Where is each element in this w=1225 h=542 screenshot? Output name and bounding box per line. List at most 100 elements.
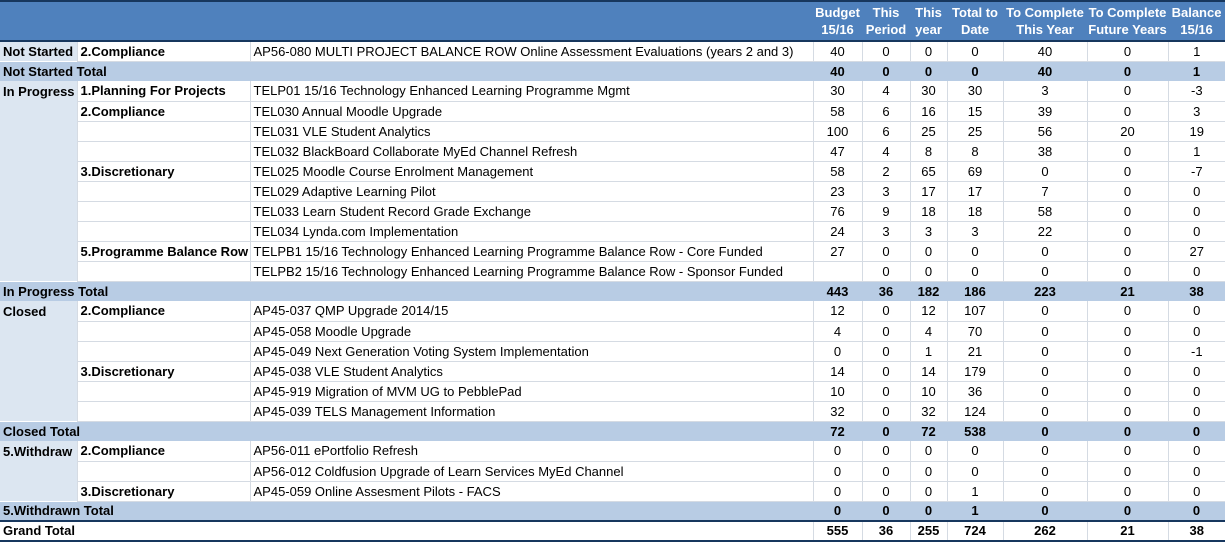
value-cell[interactable]: 1: [1168, 61, 1225, 81]
status-cell[interactable]: [0, 101, 78, 121]
category-cell[interactable]: [77, 321, 251, 342]
value-cell[interactable]: 32: [910, 401, 948, 422]
value-cell[interactable]: 0: [1168, 321, 1225, 342]
value-cell[interactable]: 36: [947, 381, 1004, 402]
value-cell[interactable]: 17: [947, 181, 1004, 202]
value-cell[interactable]: 0: [1168, 461, 1225, 482]
value-cell[interactable]: 40: [813, 61, 863, 81]
value-cell[interactable]: 0: [1003, 261, 1088, 282]
status-cell[interactable]: [0, 361, 78, 381]
col-header-budget-15-16[interactable]: Budget 15/16: [813, 0, 863, 42]
col-header-to-complete-future-years[interactable]: To Complete Future Years: [1087, 0, 1169, 42]
value-cell[interactable]: 0: [1087, 61, 1169, 81]
value-cell[interactable]: 0: [1087, 441, 1169, 462]
value-cell[interactable]: 0: [1003, 421, 1088, 441]
value-cell[interactable]: 0: [862, 261, 911, 282]
value-cell[interactable]: 0: [862, 381, 911, 402]
value-cell[interactable]: 65: [910, 161, 948, 182]
value-cell[interactable]: 0: [813, 501, 863, 521]
status-cell[interactable]: [0, 341, 78, 361]
value-cell[interactable]: 0: [947, 461, 1004, 482]
value-cell[interactable]: 186: [947, 281, 1004, 301]
value-cell[interactable]: 0: [1087, 301, 1169, 322]
value-cell[interactable]: 0: [1087, 201, 1169, 222]
value-cell[interactable]: 0: [1003, 461, 1088, 482]
value-cell[interactable]: 14: [813, 361, 863, 382]
status-cell[interactable]: [0, 161, 78, 181]
value-cell[interactable]: 9: [862, 201, 911, 222]
value-cell[interactable]: 0: [1168, 201, 1225, 222]
total-label[interactable]: Not Started Total: [0, 61, 814, 81]
value-cell[interactable]: 36: [862, 520, 911, 542]
value-cell[interactable]: 4: [910, 321, 948, 342]
value-cell[interactable]: 18: [910, 201, 948, 222]
value-cell[interactable]: 0: [947, 61, 1004, 81]
project-cell[interactable]: TELP01 15/16 Technology Enhanced Learnin…: [250, 81, 814, 102]
value-cell[interactable]: 555: [813, 520, 863, 542]
col-header-balance-15-16[interactable]: Balance 15/16: [1168, 0, 1225, 42]
value-cell[interactable]: 0: [1087, 381, 1169, 402]
category-cell[interactable]: 2.Compliance: [77, 301, 251, 322]
status-cell[interactable]: [0, 221, 78, 241]
col-header-this-year[interactable]: This year: [910, 0, 948, 42]
project-cell[interactable]: TEL025 Moodle Course Enrolment Managemen…: [250, 161, 814, 182]
value-cell[interactable]: 1: [947, 481, 1004, 502]
value-cell[interactable]: 0: [1003, 161, 1088, 182]
value-cell[interactable]: 47: [813, 141, 863, 162]
value-cell[interactable]: 3: [910, 221, 948, 242]
status-cell[interactable]: Not Started: [0, 41, 78, 61]
value-cell[interactable]: 0: [813, 481, 863, 502]
value-cell[interactable]: 0: [862, 321, 911, 342]
project-cell[interactable]: TEL032 BlackBoard Collaborate MyEd Chann…: [250, 141, 814, 162]
value-cell[interactable]: 0: [1003, 321, 1088, 342]
project-cell[interactable]: TEL033 Learn Student Record Grade Exchan…: [250, 201, 814, 222]
value-cell[interactable]: 3: [1003, 81, 1088, 102]
project-cell[interactable]: AP45-059 Online Assesment Pilots - FACS: [250, 481, 814, 502]
value-cell[interactable]: 0: [910, 261, 948, 282]
value-cell[interactable]: 30: [910, 81, 948, 102]
category-cell[interactable]: [77, 461, 251, 482]
category-cell[interactable]: 3.Discretionary: [77, 161, 251, 182]
value-cell[interactable]: 1: [1168, 141, 1225, 162]
value-cell[interactable]: 0: [1087, 41, 1169, 62]
value-cell[interactable]: 38: [1168, 281, 1225, 301]
col-header-this-period[interactable]: This Period: [862, 0, 911, 42]
value-cell[interactable]: 0: [910, 461, 948, 482]
value-cell[interactable]: 0: [947, 241, 1004, 262]
category-cell[interactable]: 3.Discretionary: [77, 361, 251, 382]
value-cell[interactable]: 0: [1087, 321, 1169, 342]
status-cell[interactable]: In Progress: [0, 81, 78, 101]
value-cell[interactable]: 0: [813, 341, 863, 362]
value-cell[interactable]: 58: [813, 101, 863, 122]
value-cell[interactable]: 12: [813, 301, 863, 322]
value-cell[interactable]: 0: [1087, 341, 1169, 362]
value-cell[interactable]: 69: [947, 161, 1004, 182]
value-cell[interactable]: 0: [1003, 481, 1088, 502]
value-cell[interactable]: 0: [862, 361, 911, 382]
value-cell[interactable]: 0: [910, 441, 948, 462]
value-cell[interactable]: 1: [1168, 41, 1225, 62]
value-cell[interactable]: 0: [862, 41, 911, 62]
value-cell[interactable]: 0: [1003, 381, 1088, 402]
col-header-total-to-date[interactable]: Total to Date: [947, 0, 1004, 42]
value-cell[interactable]: 0: [1003, 241, 1088, 262]
value-cell[interactable]: 14: [910, 361, 948, 382]
project-cell[interactable]: AP45-038 VLE Student Analytics: [250, 361, 814, 382]
value-cell[interactable]: 0: [862, 501, 911, 521]
value-cell[interactable]: 0: [1087, 141, 1169, 162]
value-cell[interactable]: 0: [862, 461, 911, 482]
category-cell[interactable]: 2.Compliance: [77, 41, 251, 62]
category-cell[interactable]: [77, 261, 251, 282]
status-cell[interactable]: [0, 141, 78, 161]
project-cell[interactable]: TEL029 Adaptive Learning Pilot: [250, 181, 814, 202]
value-cell[interactable]: 0: [1168, 261, 1225, 282]
value-cell[interactable]: 0: [947, 41, 1004, 62]
value-cell[interactable]: 0: [813, 461, 863, 482]
value-cell[interactable]: 0: [1087, 161, 1169, 182]
value-cell[interactable]: 25: [910, 121, 948, 142]
value-cell[interactable]: [813, 261, 863, 282]
value-cell[interactable]: 0: [1168, 401, 1225, 422]
value-cell[interactable]: -3: [1168, 81, 1225, 102]
value-cell[interactable]: 0: [1168, 221, 1225, 242]
category-cell[interactable]: 3.Discretionary: [77, 481, 251, 502]
